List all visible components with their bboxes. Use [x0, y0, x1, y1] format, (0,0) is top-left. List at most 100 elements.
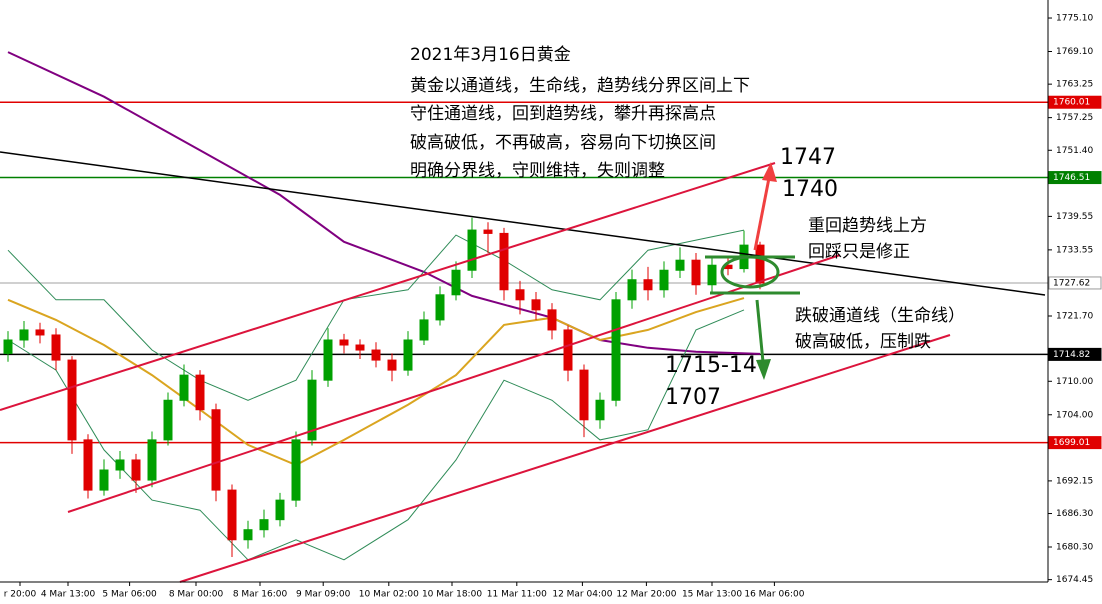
candle-body [3, 339, 13, 354]
candle-body [675, 259, 685, 271]
y-tick-label: 1721.70 [1056, 311, 1093, 321]
candle-body [371, 349, 381, 361]
trend-line [0, 151, 1046, 296]
annotation: 黄金以通道线，生命线，趋势线分界区间上下 [410, 76, 750, 96]
x-tick-label: 5 Mar 06:00 [102, 590, 157, 600]
candle-body [515, 289, 525, 301]
x-tick-label: 4 Mar 13:00 [41, 590, 96, 600]
price-label: 1714.82 [1053, 350, 1090, 360]
price-label-box [1048, 436, 1102, 450]
candle-body [435, 294, 445, 321]
candle-body [35, 329, 45, 336]
annotation: 回踩只是修正 [808, 242, 910, 262]
x-tick-label: 8 Mar 00:00 [169, 590, 224, 600]
annotation: 1707 [665, 385, 721, 410]
y-tick-label: 1775.10 [1056, 14, 1093, 24]
candle-body [659, 269, 669, 291]
candle-body [195, 374, 205, 411]
candle-body [451, 269, 461, 296]
candle-body [339, 339, 349, 346]
indicator-line [7, 229, 745, 401]
candle-body [227, 489, 237, 541]
y-tick-label: 1674.45 [1056, 575, 1093, 585]
candle-body [691, 259, 701, 286]
indicator-line [7, 309, 745, 561]
annotation: 1740 [782, 177, 838, 202]
price-label-box [1048, 347, 1102, 361]
annotation: 2021年3月16日黄金 [410, 45, 571, 65]
y-tick-label: 1769.10 [1056, 47, 1093, 57]
candle-body [67, 359, 77, 441]
candle-body [595, 399, 605, 421]
candle-body [579, 369, 589, 421]
candle-body [403, 339, 413, 371]
candle-body [531, 299, 541, 311]
candle-body [211, 409, 221, 491]
candle-body [707, 264, 717, 286]
arrow-head [762, 162, 777, 182]
x-tick-label: 9 Mar 09:00 [296, 590, 351, 600]
annotation: 1747 [780, 145, 836, 170]
annotation: 1715-14 [665, 353, 757, 378]
candle-body [563, 329, 573, 371]
annotation: 跌破通道线（生命线） [795, 306, 965, 326]
candle-body [387, 359, 397, 371]
candle-body [115, 459, 125, 471]
annotation: 明确分界线，守则维持，失则调整 [410, 161, 665, 181]
y-tick-label: 1751.40 [1056, 146, 1093, 156]
y-tick-label: 1757.25 [1056, 113, 1093, 123]
candle-body [179, 374, 189, 401]
price-label: 1760.01 [1053, 98, 1090, 108]
candle-body [275, 499, 285, 521]
y-tick-label: 1733.55 [1056, 245, 1093, 255]
candle-body [259, 519, 269, 531]
plot [0, 51, 1048, 561]
candle-body [419, 319, 429, 341]
channel-line [0, 162, 776, 411]
candle-body [19, 329, 29, 341]
annotation: 重回趋势线上方 [808, 216, 927, 236]
candle-body [307, 379, 317, 441]
indicator-line [7, 51, 761, 355]
channel-line [67, 254, 841, 513]
price-label-box [1048, 95, 1102, 109]
y-tick-label: 1686.30 [1056, 509, 1093, 519]
candle-body [643, 279, 653, 291]
y-tick-label: 1680.30 [1056, 543, 1093, 553]
arrow-up [753, 177, 771, 251]
arrow-down [755, 299, 765, 363]
price-label-box [1048, 276, 1102, 290]
y-tick-label: 1763.25 [1056, 80, 1093, 90]
annotation: 破高破低，不再破高，容易向下切换区间 [410, 133, 716, 153]
candle-body [611, 299, 621, 401]
annotation: 守住通道线，回到趋势线，攀升再探高点 [410, 104, 716, 124]
x-tick-label: 16 Mar 06:00 [744, 590, 804, 600]
candle-body [51, 334, 61, 361]
price-label: 1699.01 [1053, 438, 1090, 448]
x-tick-label: 10 Mar 18:00 [422, 590, 482, 600]
y-tick-label: 1704.00 [1056, 410, 1093, 420]
candle-body [99, 469, 109, 491]
x-tick-label: 15 Mar 13:00 [682, 590, 742, 600]
candle-body [243, 529, 253, 541]
candle-body [483, 229, 493, 234]
y-tick-label: 1692.15 [1056, 476, 1093, 486]
x-tick-label: 11 Mar 11:00 [487, 590, 547, 600]
arrow-head [756, 359, 771, 380]
candle-body [467, 229, 477, 271]
indicator-line [7, 297, 745, 467]
candle-body [755, 244, 765, 284]
y-tick-label: 1710.00 [1056, 377, 1093, 387]
x-tick-label: r 20:00 [4, 590, 37, 600]
x-tick-label: 10 Mar 02:00 [359, 590, 419, 600]
x-tick-label: 12 Mar 04:00 [552, 590, 612, 600]
price-label: 1746.51 [1053, 173, 1090, 183]
candle-body [547, 309, 557, 331]
candle-body [147, 439, 157, 481]
price-label-box [1048, 171, 1102, 185]
x-tick-label: 8 Mar 16:00 [233, 590, 288, 600]
annotation: 破高破低，压制跌 [795, 332, 931, 352]
